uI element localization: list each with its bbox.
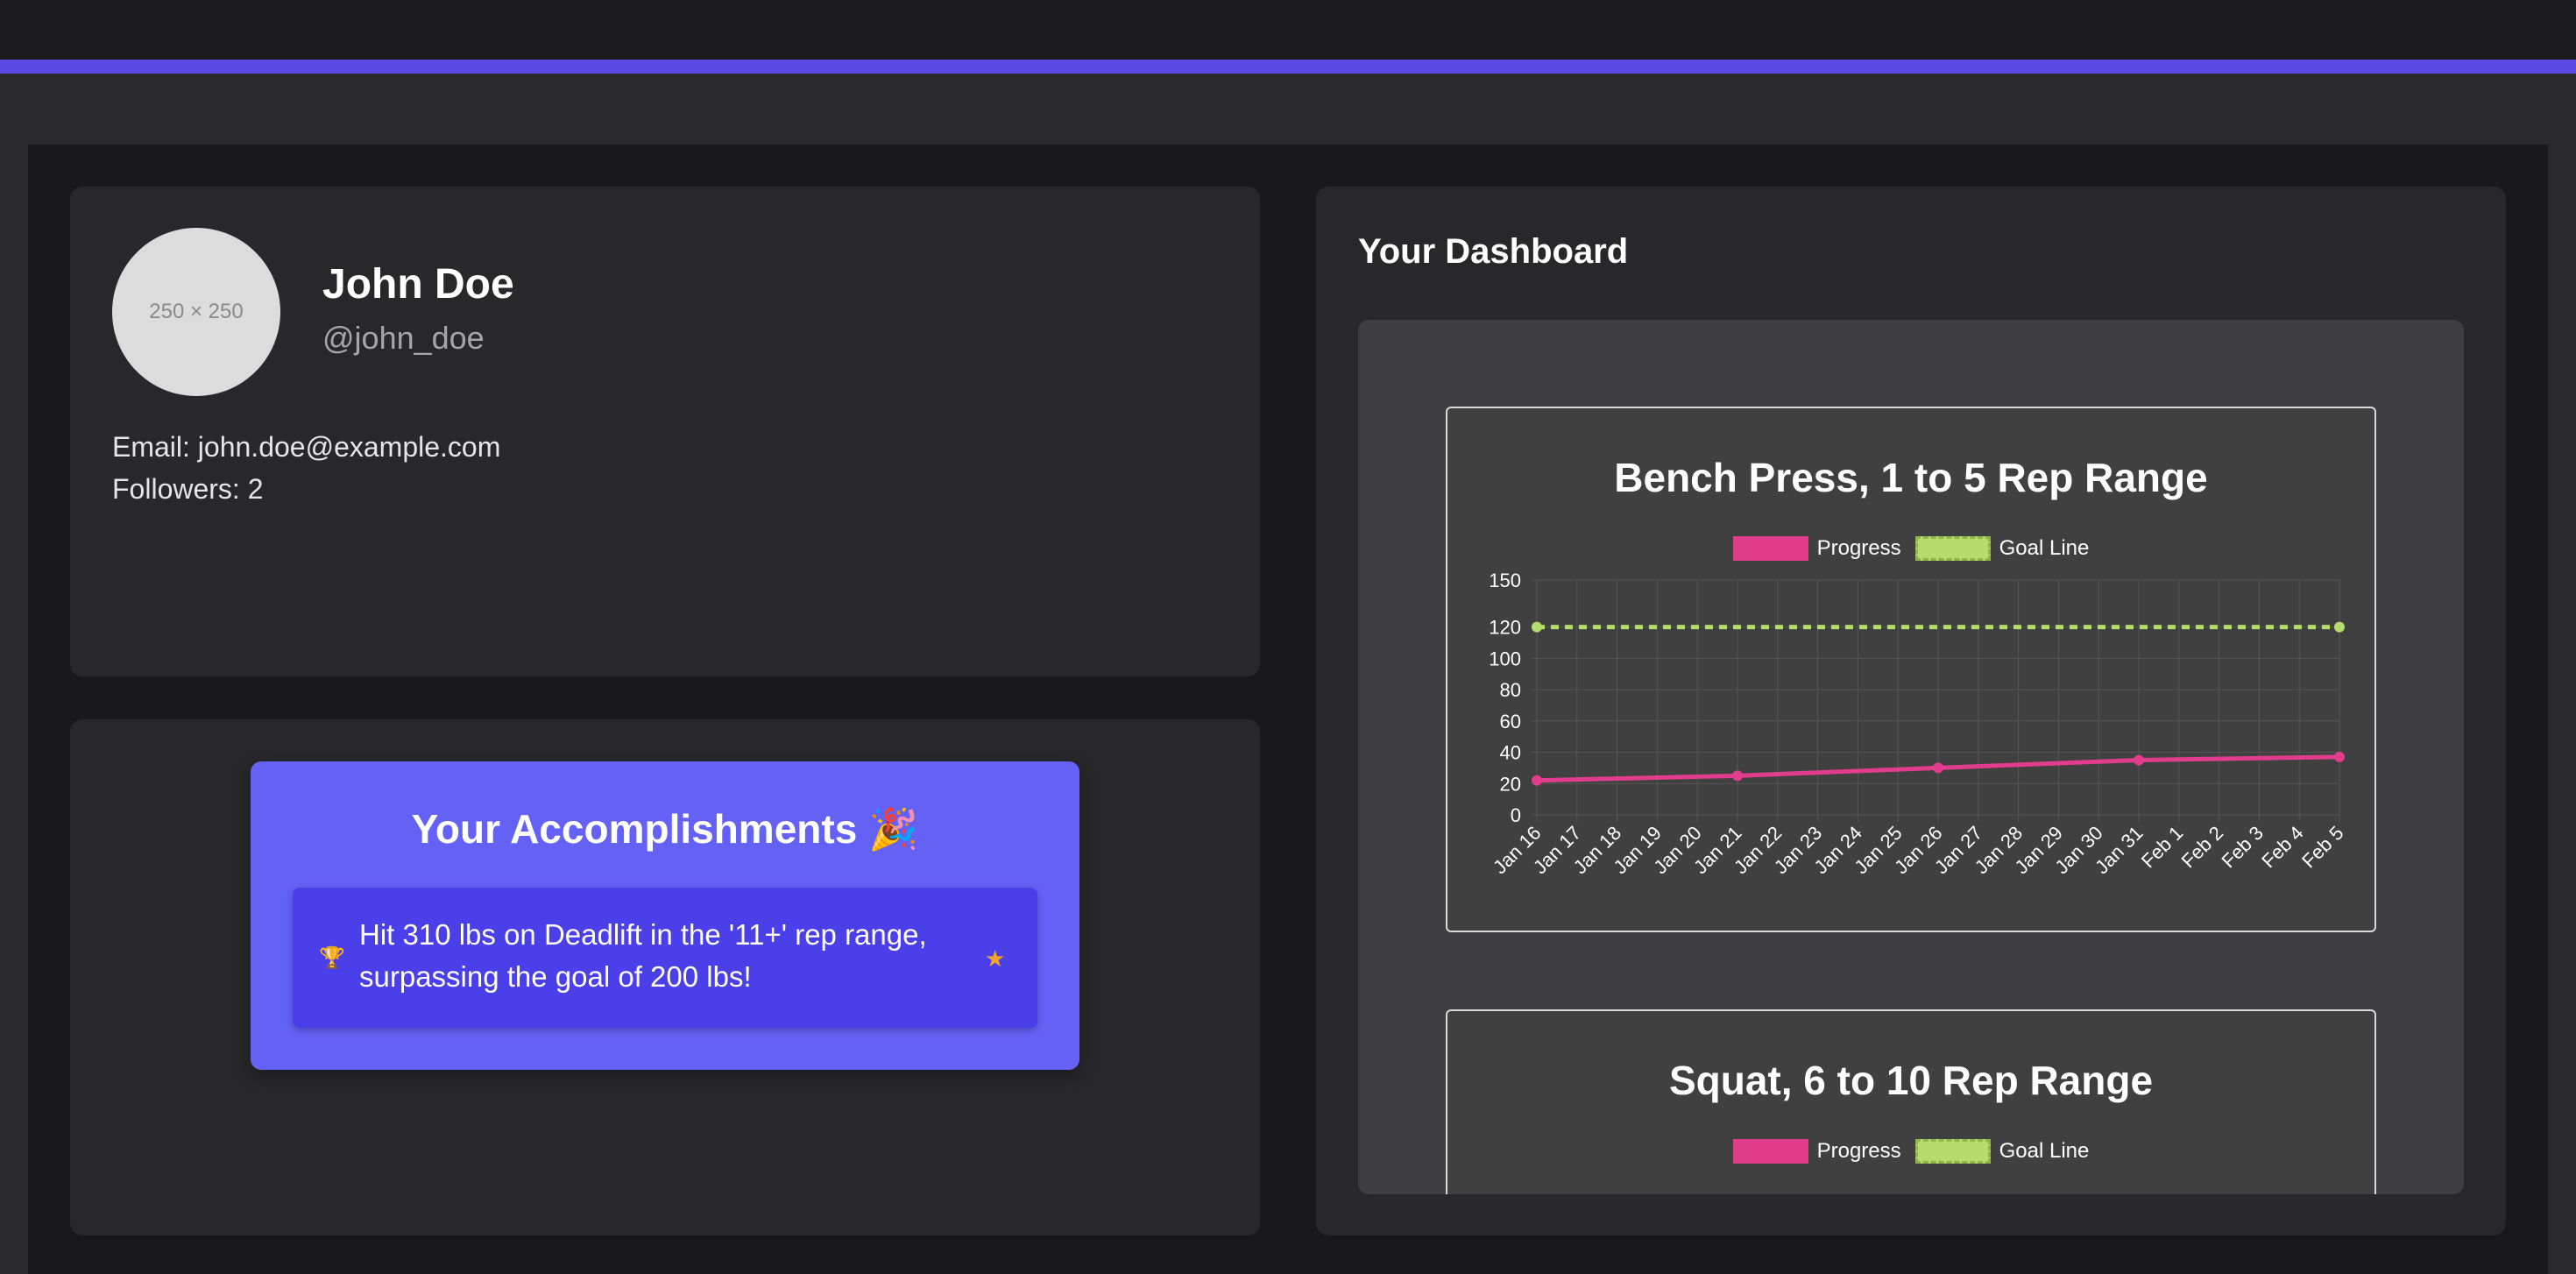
- progress-point: [2334, 751, 2345, 762]
- profile-card: 250 × 250 John Doe @john_doe Email: john…: [70, 187, 1260, 676]
- chart-legend: Progress Goal Line: [1447, 1139, 2374, 1164]
- header-accent-line: [0, 60, 2576, 74]
- legend-item-goal[interactable]: Goal Line: [1914, 1139, 2090, 1164]
- dashboard-title: Your Dashboard: [1358, 232, 1629, 271]
- profile-handle: @john_doe: [322, 320, 485, 356]
- bench-press-chart: Bench Press, 1 to 5 Rep Range Progress G…: [1446, 407, 2376, 932]
- y-tick-label: 80: [1500, 679, 1521, 701]
- y-tick-label: 60: [1500, 711, 1521, 733]
- y-tick-label: 20: [1500, 773, 1521, 795]
- chart-title: Squat, 6 to 10 Rep Range: [1668, 1058, 2154, 1103]
- dashboard-card: Your Dashboard Bench Press, 1 to 5 Rep R…: [1316, 187, 2506, 1235]
- legend-label-progress: Progress: [1816, 536, 1901, 560]
- y-tick-label: 100: [1489, 648, 1521, 669]
- legend-label-goal: Goal Line: [1999, 1139, 2090, 1163]
- star-icon: ★: [985, 945, 1006, 972]
- progress-point: [2134, 754, 2144, 766]
- avatar-placeholder-text: 250 × 250: [149, 300, 244, 323]
- progress-point: [1933, 762, 1943, 774]
- accomplishment-text: Hit 310 lbs on Deadlift in the '11+' rep…: [359, 918, 927, 993]
- legend-swatch-progress: [1732, 536, 1808, 561]
- goal-point: [1532, 621, 1542, 633]
- y-tick-label: 150: [1489, 570, 1521, 591]
- chart-legend: Progress Goal Line: [1447, 536, 2374, 561]
- profile-email: Email: john.doe@example.com: [112, 431, 501, 463]
- x-tick-label: Feb 3: [2217, 822, 2267, 872]
- y-tick-label: 0: [1511, 804, 1521, 826]
- legend-swatch-progress: [1732, 1139, 1808, 1164]
- legend-item-goal[interactable]: Goal Line: [1914, 536, 2090, 561]
- accomplishments-panel: Your Accomplishments 🎉 🏆 Hit 310 lbs on …: [251, 761, 1079, 1070]
- legend-swatch-goal: [1914, 536, 1991, 561]
- accomplishments-title: Your Accomplishments 🎉: [411, 806, 919, 852]
- legend-swatch-goal: [1914, 1139, 1991, 1164]
- legend-item-progress[interactable]: Progress: [1732, 1139, 1901, 1164]
- squat-chart: Squat, 6 to 10 Rep Range Progress Goal L…: [1446, 1009, 2376, 1194]
- dashboard-charts-scroll-area[interactable]: Bench Press, 1 to 5 Rep Range Progress G…: [1358, 320, 2464, 1194]
- accomplishment-item: 🏆 Hit 310 lbs on Deadlift in the '11+' r…: [293, 888, 1037, 1028]
- y-tick-label: 120: [1489, 617, 1521, 639]
- chart-title: Bench Press, 1 to 5 Rep Range: [1614, 455, 2208, 500]
- legend-label-progress: Progress: [1816, 1139, 1901, 1163]
- x-tick-label: Feb 2: [2177, 822, 2227, 872]
- x-tick-label: Feb 5: [2297, 822, 2347, 872]
- accomplishments-card: Your Accomplishments 🎉 🏆 Hit 310 lbs on …: [70, 719, 1260, 1235]
- goal-point: [2334, 621, 2345, 633]
- x-tick-label: Feb 4: [2257, 822, 2307, 872]
- profile-name: John Doe: [322, 261, 514, 308]
- progress-point: [1732, 770, 1743, 782]
- top-header-bar: [0, 0, 2576, 60]
- progress-point: [1532, 775, 1542, 786]
- x-tick-label: Feb 1: [2137, 822, 2187, 872]
- avatar[interactable]: 250 × 250: [112, 228, 280, 396]
- profile-info: Email: john.doe@example.com Followers: 2: [112, 426, 500, 510]
- legend-item-progress[interactable]: Progress: [1732, 536, 1901, 561]
- y-tick-label: 40: [1500, 742, 1521, 764]
- trophy-icon: 🏆: [319, 946, 345, 970]
- legend-label-goal: Goal Line: [1999, 536, 2090, 560]
- profile-followers: Followers: 2: [112, 473, 264, 505]
